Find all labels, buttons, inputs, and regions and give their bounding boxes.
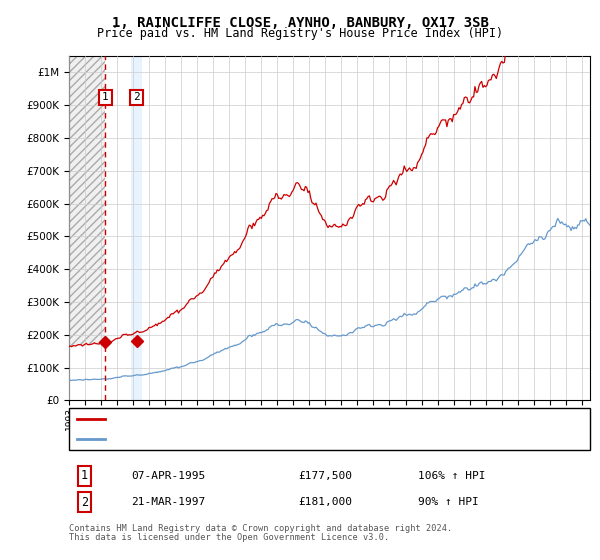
Text: 1: 1 [81, 469, 88, 482]
Text: 2: 2 [81, 496, 88, 509]
Bar [69, 56, 106, 400]
Text: 21-MAR-1997: 21-MAR-1997 [131, 497, 206, 507]
Text: 90% ↑ HPI: 90% ↑ HPI [418, 497, 479, 507]
Text: £181,000: £181,000 [298, 497, 352, 507]
Text: 1: 1 [102, 92, 109, 102]
Text: 2: 2 [133, 92, 140, 102]
Text: 106% ↑ HPI: 106% ↑ HPI [418, 471, 485, 480]
Text: 1, RAINCLIFFE CLOSE, AYNHO, BANBURY, OX17 3SB: 1, RAINCLIFFE CLOSE, AYNHO, BANBURY, OX1… [112, 16, 488, 30]
Text: £177,500: £177,500 [298, 471, 352, 480]
Text: HPI: Average price, detached house, West Northamptonshire: HPI: Average price, detached house, West… [110, 434, 452, 444]
Text: Contains HM Land Registry data © Crown copyright and database right 2024.: Contains HM Land Registry data © Crown c… [69, 524, 452, 533]
Text: Price paid vs. HM Land Registry's House Price Index (HPI): Price paid vs. HM Land Registry's House … [97, 27, 503, 40]
Text: 1, RAINCLIFFE CLOSE, AYNHO, BANBURY, OX17 3SB (detached house): 1, RAINCLIFFE CLOSE, AYNHO, BANBURY, OX1… [110, 414, 482, 424]
Bar [131, 56, 142, 400]
FancyBboxPatch shape [69, 408, 590, 450]
Text: 07-APR-1995: 07-APR-1995 [131, 471, 206, 480]
Text: This data is licensed under the Open Government Licence v3.0.: This data is licensed under the Open Gov… [69, 534, 389, 543]
